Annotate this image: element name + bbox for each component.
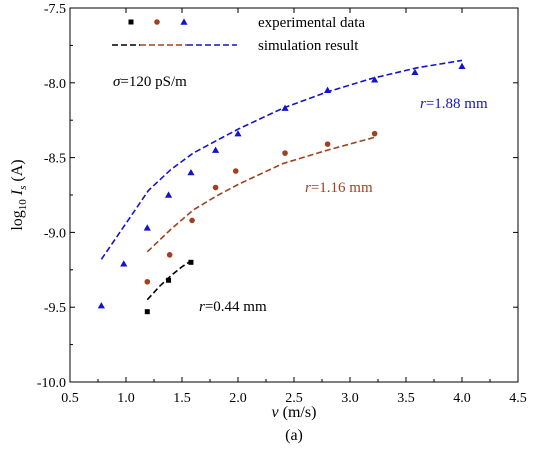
- y-tick-label: -9.0: [44, 226, 66, 241]
- x-axis-title: v (m/s): [272, 404, 317, 421]
- legend-experimental-label: experimental data: [258, 15, 365, 31]
- data-point-series-1: [144, 278, 151, 285]
- legend: experimental data simulation result: [112, 15, 365, 54]
- x-tick-label: 2.0: [229, 391, 247, 406]
- legend-marker-series-0: [128, 19, 134, 25]
- y-axis-log-base: 10: [17, 199, 29, 211]
- series-label-text: =1.16 mm: [311, 180, 373, 196]
- x-tick-label: 1.0: [117, 391, 135, 406]
- series-label-0: r=0.44 mm: [199, 299, 267, 315]
- axis-titles: v (m/s) (a) log10 Is (A): [9, 159, 316, 444]
- y-tick-label: -8.5: [44, 152, 66, 167]
- x-tick-label: 1.5: [173, 391, 191, 406]
- data-point-series-2: [143, 224, 151, 231]
- data-point-series-2: [187, 168, 195, 176]
- data-point-series-0: [188, 259, 194, 265]
- axes: [69, 7, 519, 383]
- y-tick-label: -10.0: [37, 376, 66, 391]
- data-point-series-2: [281, 104, 289, 111]
- data-point-series-1: [189, 217, 195, 224]
- data-point-series-2: [371, 76, 379, 83]
- series-label-symbol: r: [199, 299, 205, 315]
- x-tick-label: 4.0: [453, 391, 471, 406]
- data-point-series-1: [166, 252, 173, 258]
- data-point-series-2: [458, 62, 466, 70]
- simulation-line-series-2: [100, 59, 463, 260]
- annotations: σ=120 pS/mr=0.44 mmr=1.16 mmr=1.88 mm: [113, 74, 488, 315]
- data-point-series-2: [234, 130, 242, 137]
- legend-marker-series-1: [154, 19, 160, 25]
- data-point-series-2: [212, 146, 220, 153]
- series-label-text: =1.88 mm: [426, 96, 488, 112]
- data-point-series-1: [212, 184, 219, 191]
- data-point-series-0: [144, 309, 150, 315]
- y-axis-unit: (A): [9, 159, 26, 185]
- simulation-line-series-1: [146, 135, 378, 253]
- data-point-series-0: [166, 277, 172, 283]
- data-point-series-2: [164, 191, 173, 198]
- y-tick-label: -8.0: [44, 77, 66, 92]
- legend-marker-series-2: [180, 18, 188, 25]
- y-axis-symbol: I: [9, 189, 26, 199]
- data-point-series-2: [120, 260, 128, 267]
- experimental-points: [97, 62, 466, 315]
- legend-simulation-label: simulation result: [258, 38, 359, 54]
- data-point-series-1: [371, 130, 378, 137]
- data-point-series-2: [97, 302, 105, 309]
- data-point-series-2: [411, 68, 419, 76]
- y-tick-label: -9.5: [44, 301, 66, 316]
- x-tick-label: 3.5: [397, 391, 415, 406]
- series-label-2: r=1.88 mm: [420, 96, 488, 112]
- ticks: 0.5 1.0 1.5 2.0 2.5 3.0 3.5 4.0 4.5 -10.0 -9.5 -9.0…: [37, 2, 527, 406]
- conductivity-annotation: σ=120 pS/m: [113, 74, 187, 90]
- x-tick-label: 4.5: [509, 391, 527, 406]
- x-tick-label: 2.5: [285, 391, 303, 406]
- x-axis-symbol: v: [272, 404, 280, 421]
- sigma-value: =120 pS/m: [120, 74, 187, 90]
- y-axis-log: log: [9, 210, 26, 230]
- data-point-series-1: [282, 150, 288, 156]
- series-label-1: r=1.16 mm: [305, 180, 373, 196]
- x-axis-unit: (m/s): [279, 404, 317, 421]
- series-label-text: =0.44 mm: [205, 299, 267, 315]
- data-point-series-1: [324, 141, 331, 147]
- sigma-symbol: σ: [113, 74, 121, 90]
- x-tick-label: 3.0: [341, 391, 359, 406]
- y-axis-symbol-sub: s: [17, 186, 29, 190]
- y-axis-title: log10 Is (A): [9, 159, 29, 230]
- simulation-lines: [100, 59, 463, 301]
- x-tick-label: 0.5: [61, 391, 79, 406]
- data-point-series-1: [232, 168, 239, 174]
- subfigure-label: (a): [285, 427, 303, 444]
- series-label-symbol: r: [420, 96, 426, 112]
- data-point-series-2: [324, 86, 332, 93]
- plot-frame: [69, 7, 519, 383]
- series-label-symbol: r: [305, 180, 311, 196]
- y-tick-label: -7.5: [44, 2, 66, 17]
- simulation-line-series-0: [146, 260, 192, 301]
